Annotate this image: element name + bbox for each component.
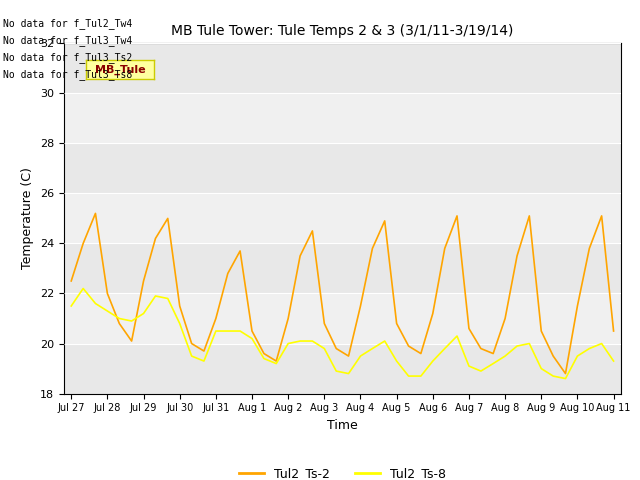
Text: No data for f_Tul3_Ts2: No data for f_Tul3_Ts2 xyxy=(3,52,132,63)
Text: No data for f_Tul3_Tw4: No data for f_Tul3_Tw4 xyxy=(3,35,132,46)
Bar xyxy=(64,144,621,193)
Bar xyxy=(64,243,621,293)
Legend: Tul2_Ts-2, Tul2_Ts-8: Tul2_Ts-2, Tul2_Ts-8 xyxy=(234,462,451,480)
Y-axis label: Temperature (C): Temperature (C) xyxy=(22,168,35,269)
Bar xyxy=(64,43,621,93)
X-axis label: Time: Time xyxy=(327,419,358,432)
Text: No data for f_Tul2_Tw4: No data for f_Tul2_Tw4 xyxy=(3,18,132,29)
Bar xyxy=(64,344,621,394)
Text: MB_Tule: MB_Tule xyxy=(95,64,145,75)
Text: No data for f_Tul3_Ts8: No data for f_Tul3_Ts8 xyxy=(3,69,132,80)
Title: MB Tule Tower: Tule Temps 2 & 3 (3/1/11-3/19/14): MB Tule Tower: Tule Temps 2 & 3 (3/1/11-… xyxy=(172,24,513,38)
